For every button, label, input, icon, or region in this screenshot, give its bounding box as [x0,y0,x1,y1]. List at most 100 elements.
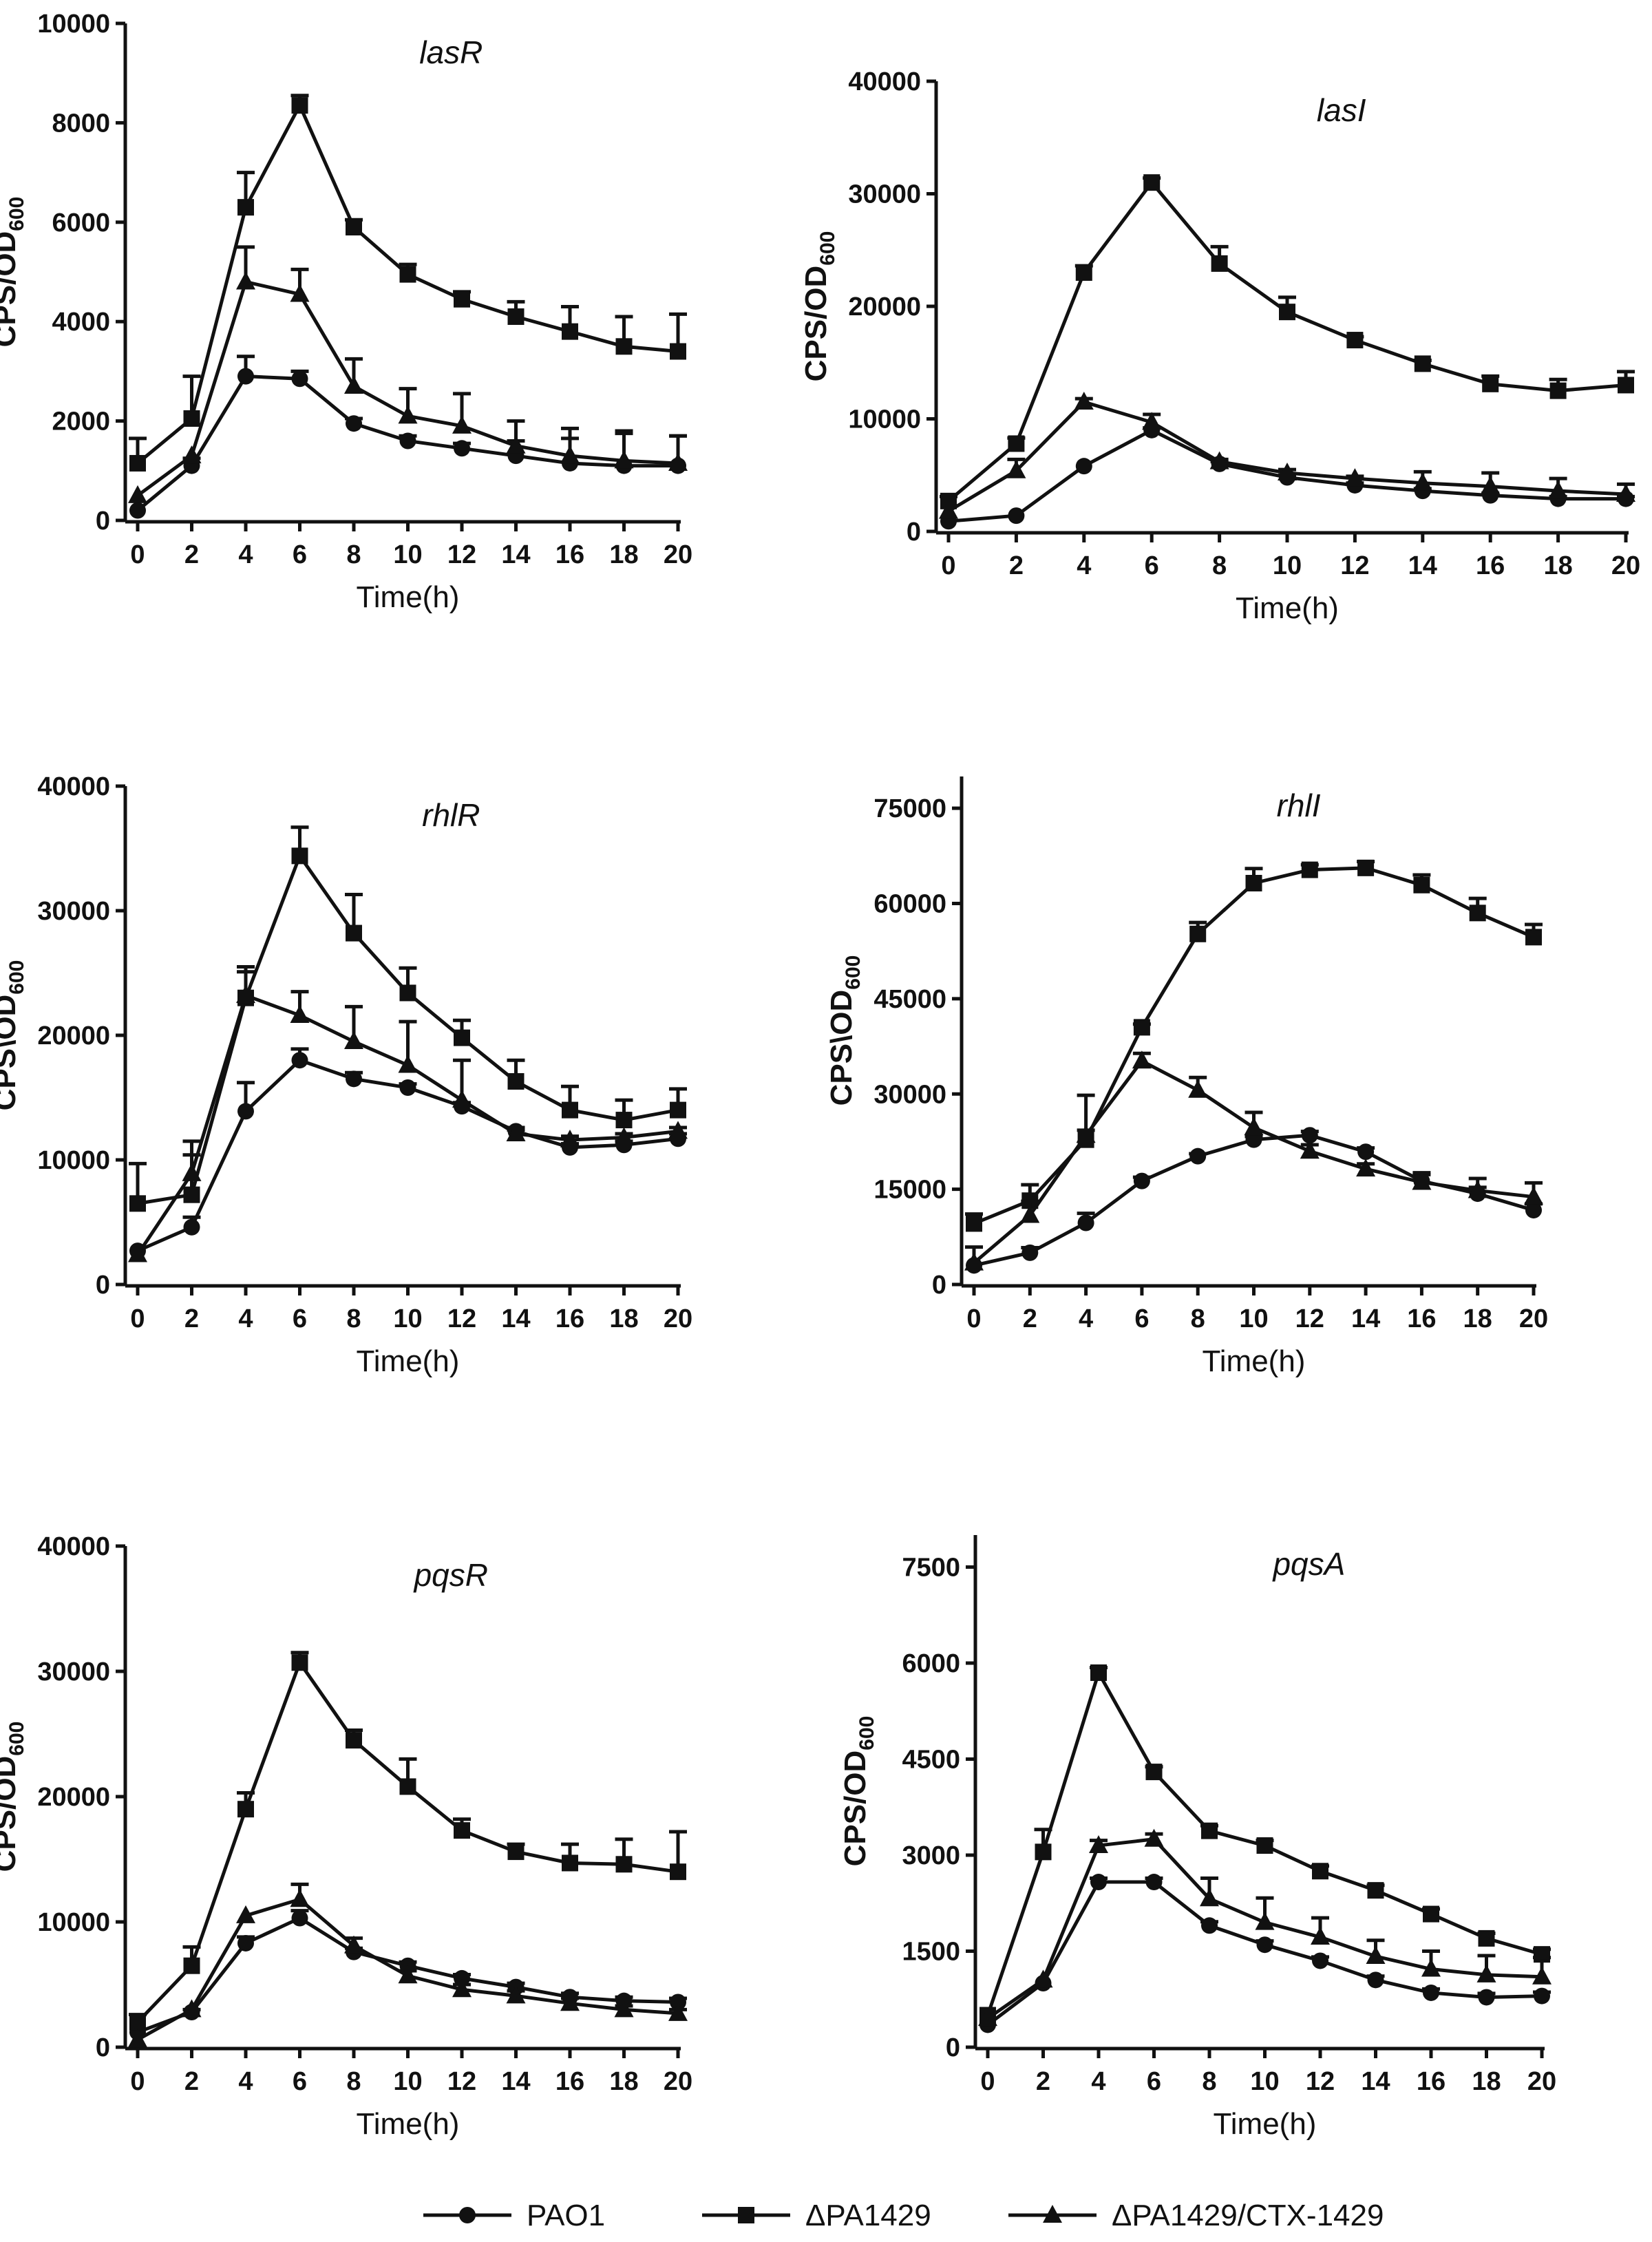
x-axis-label: Time(h) [1214,2107,1317,2141]
x-tick-label: 8 [1191,1304,1205,1333]
data-point [346,1732,362,1749]
data-point [1090,1664,1107,1681]
legend-marker [459,2207,476,2223]
data-point [615,1856,633,1873]
y-tick-label: 4500 [902,1746,960,1775]
x-tick-label: 2 [1009,551,1024,580]
data-point [668,1121,688,1139]
data-point [1421,1958,1441,1977]
data-point [454,440,470,457]
x-tick-label: 6 [293,540,307,569]
data-point [1357,1143,1375,1161]
x-tick-label: 8 [346,2067,361,2096]
data-point [1468,1180,1487,1198]
x-tick-label: 0 [130,2067,145,2096]
data-point [1008,435,1025,452]
data-point [1245,1131,1262,1148]
data-point [1549,382,1567,399]
y-tick-label: 3000 [902,1841,960,1870]
data-point [1090,1874,1107,1891]
data-point [291,1910,308,1927]
data-point [614,450,634,469]
data-point [344,1935,363,1954]
data-point [1020,1205,1040,1223]
data-point [670,343,686,360]
y-axis-label: CPS/OD600 [838,1716,878,1867]
x-tick-label: 8 [1202,2067,1216,2096]
y-tick-label: 10000 [37,1146,110,1175]
data-point [1412,472,1432,491]
data-point [1145,1874,1163,1891]
data-point [964,1252,984,1271]
series-ΔPA1429 [979,1664,1551,2024]
data-point [399,432,416,450]
y-axis-label: CPS/OD600 [0,197,28,348]
x-tick-label: 4 [238,1304,253,1333]
data-point [291,370,308,388]
data-point [1346,332,1364,349]
data-point [1534,1987,1550,2005]
data-point [183,1218,200,1236]
data-point [1279,304,1295,321]
data-point [1143,174,1161,191]
data-point [291,1654,308,1671]
data-point [1145,1764,1163,1781]
data-point [346,219,362,236]
data-point [1133,1019,1150,1036]
x-tick-label: 18 [1472,2067,1501,2096]
data-point [1021,1244,1039,1261]
y-tick-label: 7500 [902,1554,960,1583]
y-tick-label: 40000 [37,1532,110,1561]
data-point [129,2013,146,2031]
data-point [346,415,362,432]
data-point [1301,861,1318,878]
x-tick-label: 10 [1250,2067,1279,2096]
legend-label: ΔPA1429 [805,2199,931,2232]
x-tick-label: 14 [501,2067,530,2096]
y-axis-label-main: CPS/OD [799,266,833,382]
data-point [454,1969,470,1987]
y-tick-label: 30000 [873,1080,946,1109]
y-tick-label: 10000 [848,405,921,434]
data-point [507,1843,525,1861]
series-ΔPA1429/CTX-1429 [128,245,688,503]
data-point [615,338,633,355]
x-tick-label: 18 [609,2067,638,2096]
data-point [1300,1141,1320,1159]
data-point [182,1163,202,1181]
x-tick-label: 0 [966,1304,981,1333]
data-point [507,1072,525,1090]
x-tick-label: 2 [184,1304,199,1333]
data-point [236,271,255,290]
chart-panel-lasI: 0 10000 20000 30000 40000 0 2 4 6 8 10 12 14 16 18 20 Ti… [799,67,1640,625]
data-point [1301,1127,1318,1144]
x-axis-label: Time(h) [1203,1344,1306,1378]
x-tick-label: 16 [555,540,584,569]
data-point [399,984,416,1002]
series-line [947,400,1627,513]
data-point [1189,925,1207,942]
legend-item-ΔPA1429/CTX-1429: ΔPA1429/CTX-1429 [1008,2199,1384,2232]
data-point [560,445,580,464]
data-point [128,485,147,503]
data-point [1255,1912,1275,1930]
data-point [614,1127,634,1145]
y-tick-label: 40000 [37,772,110,801]
y-tick-label: 30000 [37,1658,110,1686]
x-tick-label: 12 [447,540,476,569]
data-point [452,1979,472,1998]
x-tick-label: 12 [1340,551,1369,580]
y-tick-label: 20000 [37,1783,110,1812]
data-point [129,1195,146,1212]
data-point [1366,1945,1386,1964]
y-axis-label: CPS/OD600 [799,231,839,382]
data-point [183,1957,200,1974]
data-point [670,1101,686,1119]
x-tick-label: 10 [393,1304,422,1333]
data-point [1481,476,1501,494]
y-tick-label: 30000 [848,180,921,209]
y-axis-label-subscript: 600 [6,1722,28,1756]
data-point [128,2029,147,2048]
chart-panel-pqsR: 0 10000 20000 30000 40000 0 2 4 6 8 10 12 14 16 18 20 Ti… [0,1532,692,2141]
series-ΔPA1429 [129,825,687,1212]
